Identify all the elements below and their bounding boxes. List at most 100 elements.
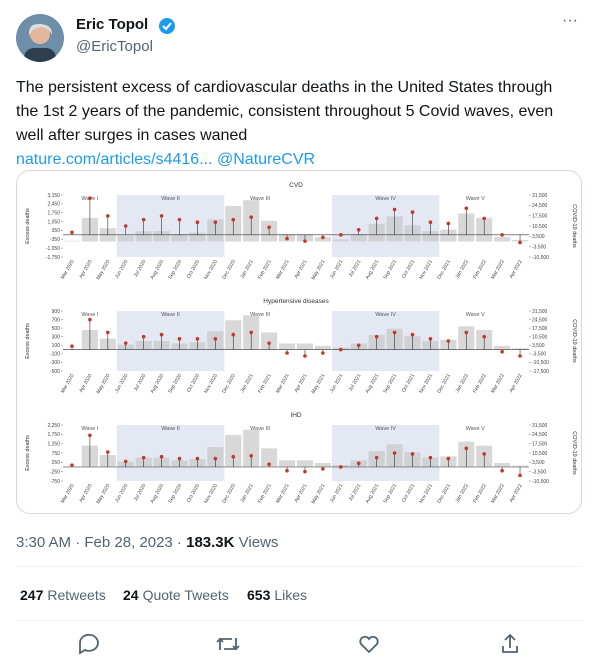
y-tick-label: 2,450: [47, 202, 60, 208]
y-tick-label: 900: [52, 309, 61, 315]
more-button[interactable]: ···: [562, 12, 578, 29]
divider: [16, 566, 582, 567]
lollipop-dot: [356, 461, 361, 466]
divider: [16, 620, 582, 621]
avatar[interactable]: [16, 14, 64, 62]
x-tick-label: Mar 2020: [60, 373, 76, 394]
y-axis-label: Excess deaths: [25, 435, 31, 471]
wave-shading: [116, 195, 225, 257]
x-tick-label: Sep 2021: [382, 483, 398, 505]
tweet-text: the 1st 2 years of the pandemic, consist…: [16, 103, 554, 120]
y-tick-label: -750: [50, 479, 60, 485]
lollipop-dot: [213, 220, 218, 225]
mention[interactable]: @NatureCVR: [217, 151, 316, 168]
quote-tweets[interactable]: 24 Quote Tweets: [123, 587, 229, 603]
lollipop-dot: [464, 330, 469, 335]
covid-bar: [261, 332, 278, 350]
y2-tick-label: 31,500: [532, 423, 548, 429]
wave-label: Wave IV: [375, 312, 396, 318]
x-tick-label: Feb 2022: [472, 373, 488, 394]
lollipop-dot: [88, 196, 92, 200]
count: 247: [20, 587, 44, 603]
lollipop-dot: [446, 339, 451, 343]
x-tick-label: Apr 2022: [508, 373, 523, 394]
lollipop-dot: [123, 224, 128, 228]
time[interactable]: 3:30 AM · Feb 28, 2023 ·: [16, 534, 187, 551]
x-tick-label: Jan 2022: [455, 259, 471, 280]
y2-tick-label: -10,500: [532, 360, 549, 366]
y-tick-label: 1,050: [47, 219, 60, 225]
like-icon[interactable]: [359, 635, 379, 654]
covid-bar: [171, 234, 188, 242]
lollipop-dot: [177, 456, 182, 461]
y-tick-label: 750: [52, 451, 61, 457]
y-tick-label: -300: [50, 360, 60, 366]
y2-tick-label: 17,500: [532, 441, 548, 447]
x-tick-label: Aug 2020: [149, 373, 165, 395]
lollipop-dot: [410, 210, 415, 214]
count: 653: [247, 587, 271, 603]
lollipop-dot: [518, 354, 522, 358]
y-tick-label: 1,750: [47, 432, 60, 438]
y2-tick-label: 24,500: [532, 317, 548, 323]
x-tick-label: Sep 2020: [167, 373, 183, 395]
y-axis-label: Excess deaths: [25, 208, 31, 244]
x-tick-label: Sep 2021: [382, 373, 398, 395]
lollipop-dot: [482, 334, 486, 339]
lollipop-dot: [339, 347, 343, 352]
lollipop-dot: [464, 446, 469, 451]
x-tick-label: Apr 2020: [78, 259, 93, 280]
wave-shading: [116, 311, 225, 371]
lollipop-dot: [70, 463, 74, 467]
lollipop-dot: [231, 332, 236, 337]
x-tick-label: Aug 2021: [364, 259, 380, 281]
lollipop-dot: [500, 349, 504, 354]
covid-bar: [332, 239, 349, 242]
lollipop-dot: [356, 227, 361, 232]
wave-label: Wave III: [250, 196, 270, 202]
covid-bar: [278, 343, 296, 350]
lollipop-dot: [410, 332, 415, 337]
share-icon[interactable]: [502, 633, 518, 653]
retweets[interactable]: 247 Retweets: [20, 587, 106, 603]
wave-label: Wave II: [161, 196, 180, 202]
lollipop-dot: [482, 452, 486, 456]
author-handle[interactable]: @EricTopol: [76, 38, 153, 55]
x-tick-label: Oct 2021: [401, 373, 416, 394]
lollipop-dot: [195, 337, 200, 341]
wave-label: Wave III: [250, 312, 270, 318]
tweet-links: nature.com/articles/s4416... @NatureCVR: [16, 148, 315, 172]
x-tick-label: Nov 2020: [203, 373, 219, 395]
covid-bar: [350, 234, 367, 242]
image[interactable]: CVD Wave I Wave II Wave III Wave IV Wave V 3,1…: [16, 170, 582, 514]
lollipop-dot: [482, 216, 486, 221]
chart-image: CVD Wave I Wave II Wave III Wave IV Wave V 3,1…: [25, 182, 577, 505]
lollipop-dot: [213, 337, 218, 341]
lollipop-dot: [141, 334, 146, 339]
x-tick-label: May 2021: [310, 373, 326, 395]
lollipop-dot: [249, 330, 253, 335]
lollipop-dot: [392, 207, 397, 212]
y-axis-label: Excess deaths: [25, 323, 31, 359]
x-tick-label: Jul 2021: [348, 259, 363, 279]
x-tick-label: Apr 2021: [293, 483, 308, 504]
author-name[interactable]: Eric Topol: [76, 16, 149, 33]
link[interactable]: nature.com/articles/s4416...: [16, 151, 213, 168]
view-count: 183.3K: [186, 534, 235, 551]
x-tick-label: Jun 2021: [329, 259, 345, 280]
x-tick-label: Dec 2021: [436, 483, 452, 505]
lollipop-dot: [285, 236, 289, 241]
verified-badge: [159, 18, 175, 34]
x-tick-label: Mar 2021: [275, 483, 291, 504]
x-tick-label: Jan 2022: [455, 483, 471, 504]
wave-label: Wave II: [161, 312, 180, 318]
x-tick-label: Nov 2020: [203, 259, 219, 281]
likes[interactable]: 653 Likes: [247, 587, 307, 603]
x-tick-label: Jan 2021: [239, 259, 255, 280]
wave-shading: [331, 425, 440, 481]
x-tick-label: Feb 2021: [257, 373, 273, 394]
lollipop-dot: [374, 216, 379, 221]
retweet-icon[interactable]: [216, 637, 240, 651]
reply-icon[interactable]: [79, 633, 99, 655]
